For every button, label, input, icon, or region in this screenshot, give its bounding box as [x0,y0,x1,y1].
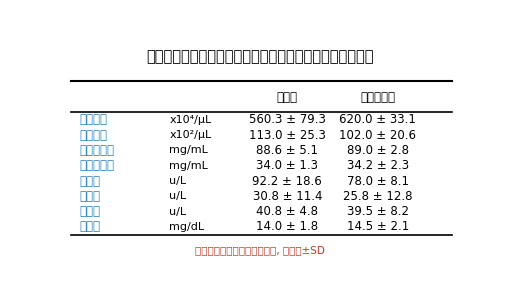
Text: 620.0 ± 33.1: 620.0 ± 33.1 [339,113,416,127]
Text: mg/mL: mg/mL [169,146,208,156]
Text: x10²/μL: x10²/μL [169,130,212,140]
Text: u/L: u/L [169,207,187,217]
Text: 102.0 ± 20.6: 102.0 ± 20.6 [339,129,416,142]
Text: 表２．ミカン粕ＴＭＲ給与が血球、血中成分に及ぼす影響: 表２．ミカン粕ＴＭＲ給与が血球、血中成分に及ぼす影響 [146,49,374,64]
Text: ＧＧＴ: ＧＧＴ [79,205,100,218]
Text: タンパク質: タンパク質 [79,144,114,157]
Text: 89.0 ± 2.8: 89.0 ± 2.8 [347,144,409,157]
Text: ＧＰＴ: ＧＰＴ [79,190,100,203]
Text: 113.0 ± 25.3: 113.0 ± 25.3 [249,129,326,142]
Text: 対照区: 対照区 [277,91,298,104]
Text: 14.0 ± 1.8: 14.0 ± 1.8 [256,220,318,233]
Text: u/L: u/L [169,191,187,201]
Text: アルブミン: アルブミン [79,159,114,172]
Text: 泌乳後期牛４頭に２週間給与, 平均値±SD: 泌乳後期牛４頭に２週間給与, 平均値±SD [195,246,325,256]
Text: 34.2 ± 2.3: 34.2 ± 2.3 [347,159,409,172]
Text: 赤血球数: 赤血球数 [79,113,107,127]
Text: u/L: u/L [169,176,187,186]
Text: 34.0 ± 1.3: 34.0 ± 1.3 [257,159,318,172]
Text: 78.0 ± 8.1: 78.0 ± 8.1 [347,175,409,188]
Text: 560.3 ± 79.3: 560.3 ± 79.3 [249,113,326,127]
Text: x10⁴/μL: x10⁴/μL [169,115,212,125]
Text: 白血球数: 白血球数 [79,129,107,142]
Text: 40.8 ± 4.8: 40.8 ± 4.8 [257,205,318,218]
Text: 88.6 ± 5.1: 88.6 ± 5.1 [257,144,318,157]
Text: mg/mL: mg/mL [169,161,208,171]
Text: 30.8 ± 11.4: 30.8 ± 11.4 [252,190,322,203]
Text: ＧＯＴ: ＧＯＴ [79,175,100,188]
Text: mg/dL: mg/dL [169,222,205,232]
Text: ミカン粕区: ミカン粕区 [360,91,395,104]
Text: ＢＵＮ: ＢＵＮ [79,220,100,233]
Text: 92.2 ± 18.6: 92.2 ± 18.6 [252,175,322,188]
Text: 25.8 ± 12.8: 25.8 ± 12.8 [343,190,413,203]
Text: 39.5 ± 8.2: 39.5 ± 8.2 [347,205,409,218]
Text: 14.5 ± 2.1: 14.5 ± 2.1 [347,220,409,233]
